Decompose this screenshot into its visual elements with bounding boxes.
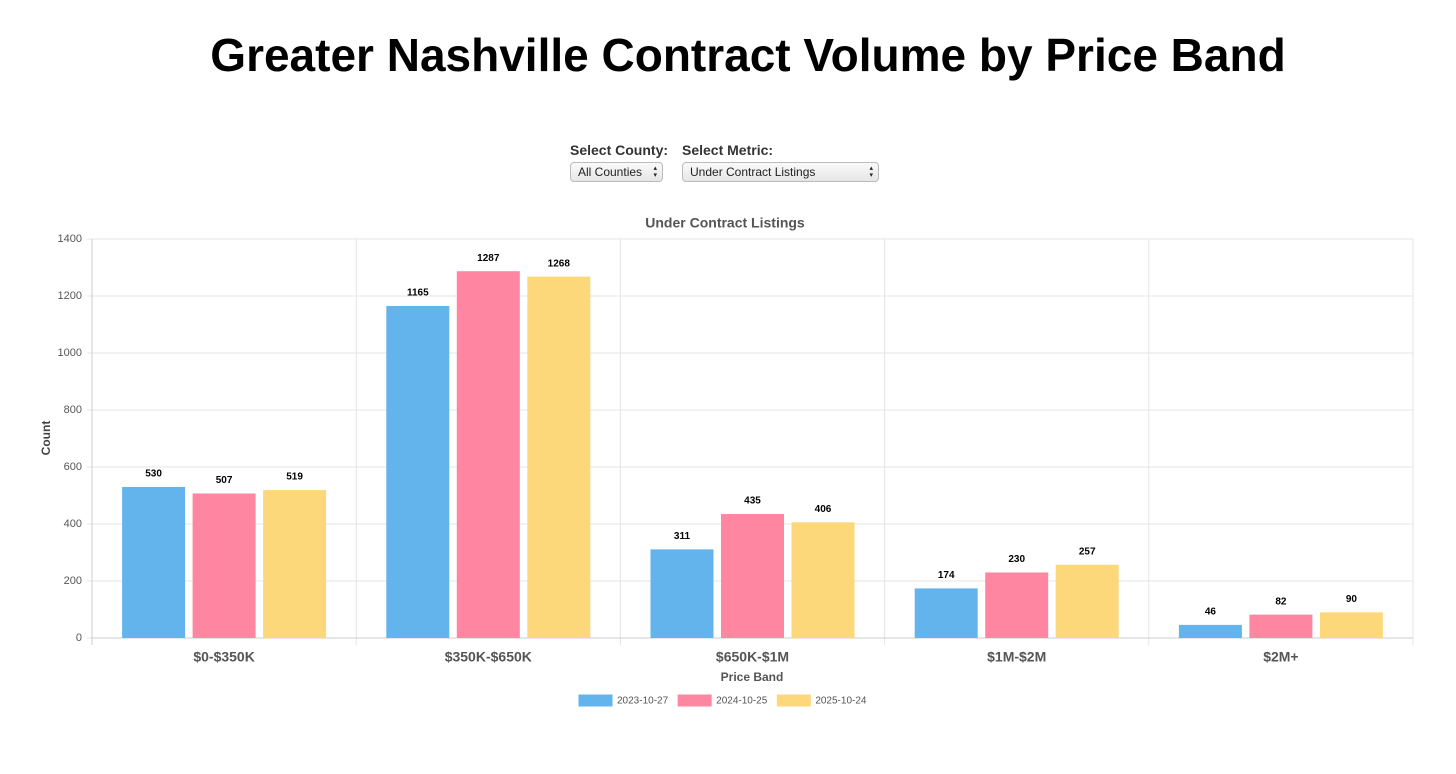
bar bbox=[192, 493, 256, 638]
bar bbox=[1055, 564, 1119, 638]
value-label: 435 bbox=[744, 496, 761, 507]
y-tick-label: 400 bbox=[64, 518, 82, 530]
county-select[interactable]: All Counties bbox=[570, 162, 664, 182]
value-label: 1165 bbox=[407, 288, 429, 299]
x-tick-label: $350K-$650K bbox=[445, 649, 532, 665]
y-tick-label: 0 bbox=[76, 632, 82, 644]
x-tick-label: $650K-$1M bbox=[716, 649, 789, 665]
bar bbox=[721, 514, 784, 638]
y-tick-label: 800 bbox=[64, 404, 82, 416]
bar bbox=[650, 549, 714, 638]
y-tick-label: 1400 bbox=[58, 233, 82, 245]
bar bbox=[985, 572, 1049, 638]
county-control: Select County: All Counties bbox=[570, 142, 668, 182]
bar bbox=[122, 486, 186, 638]
bar bbox=[791, 522, 855, 638]
value-label: 257 bbox=[1079, 546, 1096, 557]
value-label: 46 bbox=[1205, 607, 1217, 618]
bar bbox=[1249, 614, 1313, 638]
bar bbox=[527, 276, 591, 638]
bar bbox=[1319, 612, 1383, 638]
value-label: 82 bbox=[1275, 596, 1287, 607]
value-label: 1268 bbox=[548, 258, 571, 269]
value-label: 230 bbox=[1008, 554, 1025, 565]
legend-swatch bbox=[677, 694, 712, 707]
legend-label: 2024-10-25 bbox=[716, 696, 768, 707]
control-label: Select County: bbox=[570, 142, 669, 158]
page-title: Greater Nashville Contract Volume by Pri… bbox=[210, 29, 1286, 81]
y-tick-label: 1000 bbox=[58, 347, 82, 359]
y-axis-label: Count bbox=[39, 421, 53, 456]
legend-label: 2025-10-24 bbox=[815, 696, 867, 707]
value-label: 90 bbox=[1346, 594, 1358, 605]
value-label: 507 bbox=[216, 475, 233, 486]
bar bbox=[1178, 624, 1242, 638]
value-label: 406 bbox=[815, 504, 832, 515]
value-label: 311 bbox=[674, 531, 691, 542]
bar bbox=[386, 305, 450, 638]
value-label: 1287 bbox=[477, 253, 500, 264]
x-tick-label: $0-$350K bbox=[193, 649, 255, 665]
legend-swatch bbox=[776, 694, 811, 707]
x-axis-label: Price Band bbox=[721, 670, 784, 684]
value-label: 530 bbox=[145, 469, 162, 480]
value-label: 174 bbox=[938, 570, 955, 581]
metric-control: Select Metric: Under Contract Listings bbox=[682, 142, 879, 182]
legend-swatch bbox=[578, 694, 613, 707]
control-label: Select Metric: bbox=[682, 142, 774, 158]
legend-label: 2023-10-27 bbox=[617, 696, 669, 707]
bar bbox=[914, 588, 978, 638]
y-tick-label: 1200 bbox=[58, 290, 82, 302]
bar bbox=[263, 490, 327, 638]
x-tick-label: $1M-$2M bbox=[987, 649, 1046, 665]
metric-select[interactable]: Under Contract Listings bbox=[682, 162, 879, 182]
x-tick-label: $2M+ bbox=[1263, 649, 1298, 665]
chart-title: Under Contract Listings bbox=[645, 215, 805, 231]
bar bbox=[456, 271, 520, 638]
y-tick-label: 600 bbox=[64, 461, 82, 473]
y-tick-label: 200 bbox=[64, 575, 82, 587]
value-label: 519 bbox=[286, 472, 303, 483]
